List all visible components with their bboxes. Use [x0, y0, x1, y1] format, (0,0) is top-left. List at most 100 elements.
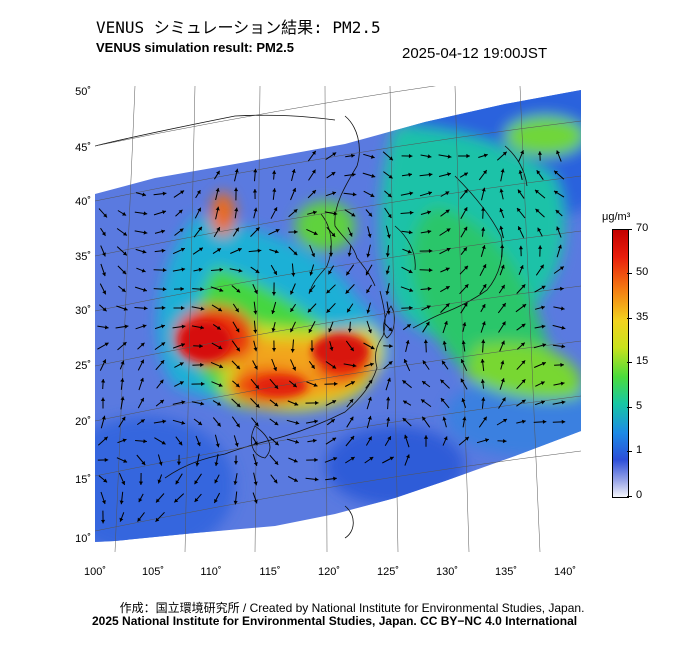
wind-arrow-head — [311, 364, 315, 369]
lat-label-25: 25˚ — [75, 360, 91, 372]
lon-label-120: 120˚ — [317, 566, 341, 578]
wind-arrow-head — [160, 360, 165, 365]
wind-arrow-head — [387, 377, 391, 382]
wind-arrow-head — [254, 422, 259, 427]
wind-arrow-head — [481, 321, 486, 326]
wind-arrow-head — [386, 234, 391, 239]
wind-arrow-head — [140, 342, 145, 347]
wind-arrow-head — [427, 154, 432, 159]
wind-arrow-head — [312, 438, 317, 443]
wind-arrow-head — [483, 153, 488, 158]
wind-arrow-head — [350, 436, 355, 440]
wind-arrow-head — [215, 188, 220, 192]
wind-arrow-head — [310, 348, 315, 352]
colorbar-label-1: 1 — [636, 444, 643, 456]
wind-arrow-head — [198, 226, 202, 231]
wind-arrow-head — [554, 170, 558, 175]
wind-arrow-head — [347, 328, 352, 333]
wind-arrow-head — [198, 267, 203, 272]
wind-arrow-head — [385, 291, 390, 295]
wind-arrow-head — [119, 500, 124, 505]
wind-arrow-head — [428, 191, 432, 196]
wind-arrow-head — [442, 360, 446, 365]
wind-arrow-head — [175, 480, 180, 485]
wind-arrow-head — [102, 307, 107, 312]
colorbar-label-5: 5 — [636, 400, 643, 412]
wind-arrow-head — [408, 154, 413, 159]
wind-arrow-head — [537, 151, 542, 155]
colorbar-label-0: 0 — [636, 489, 643, 501]
wind-arrow-head — [329, 252, 334, 257]
wind-arrow-head — [161, 305, 166, 310]
wind-arrow-head — [329, 346, 334, 351]
wind-arrow-head — [101, 231, 106, 236]
wind-arrow-head — [349, 416, 354, 421]
wind-arrow-head — [463, 207, 468, 212]
wind-arrow-head — [101, 519, 106, 524]
wind-arrow-head — [273, 367, 277, 371]
wind-arrow-head — [428, 172, 433, 177]
wind-arrow-head — [312, 150, 316, 155]
wind-arrow-head — [121, 416, 126, 421]
wind-arrow-head — [274, 384, 279, 389]
wind-arrow-head — [500, 264, 505, 269]
wind-arrow-head — [120, 360, 125, 365]
wind-arrow-head — [403, 400, 408, 405]
wind-arrow-head — [460, 359, 465, 364]
wind-arrow-head — [460, 378, 465, 383]
wind-arrow-head — [194, 480, 199, 485]
wind-arrow-head — [180, 286, 184, 291]
wind-arrow-head — [198, 247, 203, 252]
wind-arrow-head — [540, 381, 545, 386]
wind-arrow-head — [138, 481, 143, 485]
wind-arrow-head — [501, 397, 506, 402]
wind-arrow-head — [443, 436, 448, 441]
wind-arrow-head — [234, 442, 239, 447]
coastlines — [95, 114, 528, 539]
wind-arrow-head — [236, 347, 240, 352]
wind-arrow-head — [233, 461, 238, 465]
wind-arrow-head — [561, 325, 566, 330]
wind-arrow-head — [442, 416, 447, 421]
wind-arrow-head — [445, 267, 450, 272]
wind-arrow-head — [501, 321, 506, 326]
wind-arrow-head — [162, 191, 167, 196]
wind-arrow-head — [234, 187, 239, 192]
lat-label-20: 20˚ — [75, 416, 91, 428]
wind-arrow-head — [194, 498, 199, 502]
wind-arrow-head — [103, 213, 107, 218]
wind-arrow-head — [309, 288, 313, 293]
wind-arrow-head — [427, 210, 431, 215]
wind-arrow-head — [332, 437, 337, 442]
wind-arrow-head — [216, 170, 220, 175]
wind-arrow-head — [291, 272, 296, 277]
wind-arrow-head — [293, 458, 298, 463]
wind-arrow-head — [141, 268, 146, 273]
colorbar-tick — [627, 318, 632, 319]
wind-arrow-head — [101, 415, 106, 420]
wind-arrow-head — [234, 168, 239, 173]
wind-arrow-head — [445, 303, 450, 308]
wind-arrow-head — [122, 342, 127, 346]
wind-arrow-head — [501, 284, 505, 289]
wind-arrow-head — [122, 270, 127, 275]
lon-label-115: 115˚ — [259, 566, 281, 578]
wind-arrow-head — [446, 228, 451, 233]
wind-arrow-head — [345, 289, 350, 294]
wind-arrow-head — [522, 304, 527, 308]
wind-arrow-head — [388, 327, 393, 332]
lat-label-10: 10˚ — [75, 533, 91, 545]
wind-arrow-head — [366, 309, 371, 314]
wind-arrow-head — [214, 479, 219, 484]
wind-arrow-head — [295, 439, 299, 444]
wind-arrow-head — [101, 379, 106, 383]
wind-arrow-head — [447, 172, 451, 177]
wind-arrow-head — [461, 340, 466, 345]
wind-arrow-head — [200, 325, 204, 330]
wind-arrow-head — [483, 416, 487, 421]
colorbar-tick — [627, 362, 632, 363]
wind-arrow-head — [200, 306, 205, 311]
wind-arrow-head — [388, 174, 393, 179]
wind-arrow-head — [255, 384, 259, 389]
wind-arrow-head — [560, 286, 564, 291]
